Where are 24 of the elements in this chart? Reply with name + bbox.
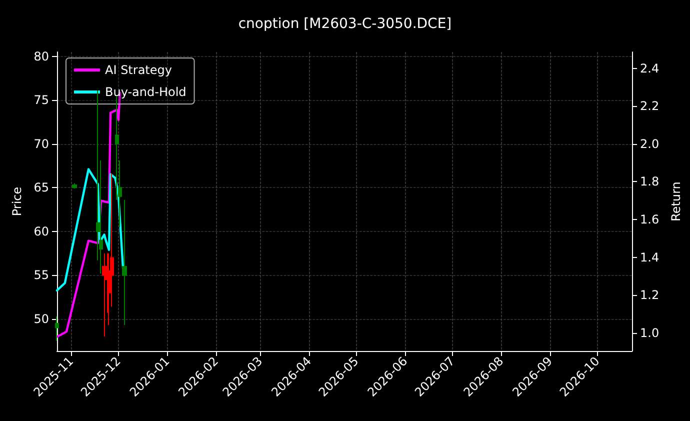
y-axis-title: Price [10, 186, 24, 216]
candlestick [55, 316, 59, 342]
y2-tick-label: 1.2 [640, 288, 660, 302]
y-tick-label: 70 [34, 136, 49, 151]
y-tick-label: 60 [34, 224, 49, 238]
candlestick [122, 199, 127, 326]
chart-title: cnoption [M2603-C-3050.DCE] [238, 16, 452, 32]
y-tick-label: 50 [34, 312, 49, 326]
y-tick-label: 75 [34, 93, 49, 108]
y2-tick-label: 2.2 [640, 99, 660, 114]
y-tick-label: 55 [34, 268, 49, 282]
legend-label: AI Strategy [105, 63, 172, 77]
legend-label: Buy-and-Hold [105, 85, 186, 99]
y-tick-label: 65 [34, 180, 49, 195]
y2-tick-label: 1.0 [640, 326, 660, 340]
y2-tick-label: 1.4 [640, 250, 660, 264]
y-tick-label: 80 [34, 49, 49, 64]
line-series [56, 168, 124, 292]
candlestick [72, 182, 77, 190]
y2-axis-title: Return [669, 182, 683, 222]
y2-tick-label: 2.4 [640, 61, 660, 76]
y2-tick-label: 1.6 [640, 212, 660, 227]
y2-tick-label: 1.8 [640, 174, 660, 189]
y2-tick-label: 2.0 [640, 136, 660, 151]
